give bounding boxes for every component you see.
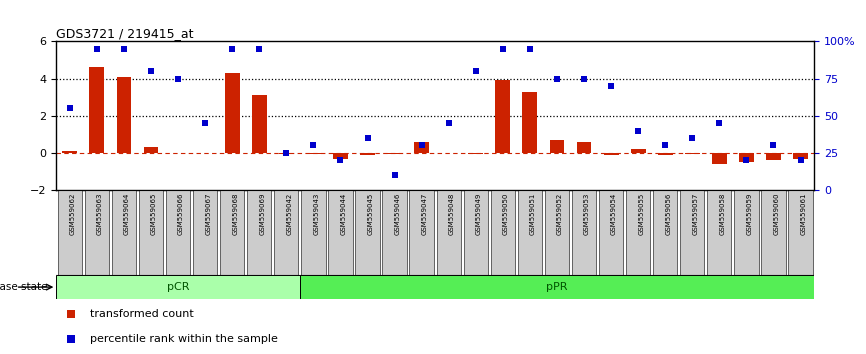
Bar xyxy=(680,190,704,275)
Text: GSM559060: GSM559060 xyxy=(773,193,779,235)
Text: GSM559042: GSM559042 xyxy=(287,193,293,235)
Text: GSM559066: GSM559066 xyxy=(178,193,184,235)
Bar xyxy=(495,80,510,153)
Bar xyxy=(410,190,434,275)
Text: percentile rank within the sample: percentile rank within the sample xyxy=(90,333,278,344)
Text: GSM559045: GSM559045 xyxy=(367,193,373,235)
Text: GSM559046: GSM559046 xyxy=(395,193,401,235)
Text: GSM559043: GSM559043 xyxy=(313,193,320,235)
Text: GSM559065: GSM559065 xyxy=(151,193,157,235)
Text: GSM559053: GSM559053 xyxy=(584,193,590,235)
Text: GSM559069: GSM559069 xyxy=(259,193,265,235)
Bar xyxy=(550,140,565,153)
Text: GSM559057: GSM559057 xyxy=(692,193,698,235)
Text: GSM559058: GSM559058 xyxy=(720,193,726,235)
Text: GSM559059: GSM559059 xyxy=(746,193,753,235)
Text: GSM559044: GSM559044 xyxy=(340,193,346,235)
Bar xyxy=(599,190,624,275)
Bar xyxy=(491,190,515,275)
Text: GSM559061: GSM559061 xyxy=(800,193,806,235)
Text: GDS3721 / 219415_at: GDS3721 / 219415_at xyxy=(56,27,194,40)
Bar xyxy=(252,95,267,153)
Bar xyxy=(383,190,407,275)
Bar xyxy=(414,142,429,153)
Bar xyxy=(58,190,82,275)
Bar xyxy=(708,190,732,275)
Text: disease state: disease state xyxy=(0,282,48,292)
Bar xyxy=(734,190,759,275)
Bar xyxy=(604,153,618,155)
Bar xyxy=(712,153,727,164)
Bar xyxy=(355,190,379,275)
Text: GSM559051: GSM559051 xyxy=(530,193,536,235)
Bar xyxy=(301,190,326,275)
Bar xyxy=(89,67,104,153)
Text: GSM559050: GSM559050 xyxy=(503,193,509,235)
Bar xyxy=(306,153,320,154)
Bar xyxy=(56,275,300,299)
Bar xyxy=(626,190,650,275)
Text: GSM559067: GSM559067 xyxy=(205,193,211,235)
Bar xyxy=(333,153,348,159)
Bar xyxy=(220,190,244,275)
Bar xyxy=(275,190,299,275)
Text: GSM559049: GSM559049 xyxy=(475,193,481,235)
Text: GSM559054: GSM559054 xyxy=(611,193,617,235)
Bar xyxy=(658,153,673,155)
Text: pPR: pPR xyxy=(546,282,568,292)
Text: GSM559047: GSM559047 xyxy=(422,193,428,235)
Bar xyxy=(436,190,461,275)
Bar xyxy=(360,153,375,155)
Bar xyxy=(522,92,537,153)
Bar xyxy=(300,275,814,299)
Bar xyxy=(572,190,596,275)
Bar xyxy=(117,77,132,153)
Bar xyxy=(788,190,812,275)
Bar xyxy=(653,190,677,275)
Bar xyxy=(739,153,753,162)
Text: GSM559056: GSM559056 xyxy=(665,193,671,235)
Text: GSM559052: GSM559052 xyxy=(557,193,563,235)
Bar xyxy=(793,153,808,159)
Bar xyxy=(387,153,402,154)
Bar xyxy=(463,190,488,275)
Bar xyxy=(761,190,785,275)
Bar xyxy=(62,151,77,153)
Bar xyxy=(85,190,109,275)
Bar xyxy=(193,190,217,275)
Bar xyxy=(469,153,483,154)
Bar xyxy=(112,190,136,275)
Bar xyxy=(766,153,781,160)
Bar xyxy=(225,73,240,153)
Text: GSM559063: GSM559063 xyxy=(97,193,103,235)
Bar xyxy=(328,190,352,275)
Bar xyxy=(247,190,271,275)
Bar xyxy=(577,142,591,153)
Text: pCR: pCR xyxy=(167,282,190,292)
Text: GSM559062: GSM559062 xyxy=(70,193,76,235)
Text: GSM559064: GSM559064 xyxy=(124,193,130,235)
Text: GSM559048: GSM559048 xyxy=(449,193,455,235)
Bar xyxy=(279,153,294,154)
Bar xyxy=(630,149,645,153)
Text: GSM559068: GSM559068 xyxy=(232,193,238,235)
Bar xyxy=(139,190,163,275)
Bar xyxy=(144,147,158,153)
Bar xyxy=(545,190,569,275)
Bar xyxy=(166,190,191,275)
Text: transformed count: transformed count xyxy=(90,309,194,320)
Bar xyxy=(685,153,700,154)
Bar xyxy=(518,190,542,275)
Text: GSM559055: GSM559055 xyxy=(638,193,644,235)
